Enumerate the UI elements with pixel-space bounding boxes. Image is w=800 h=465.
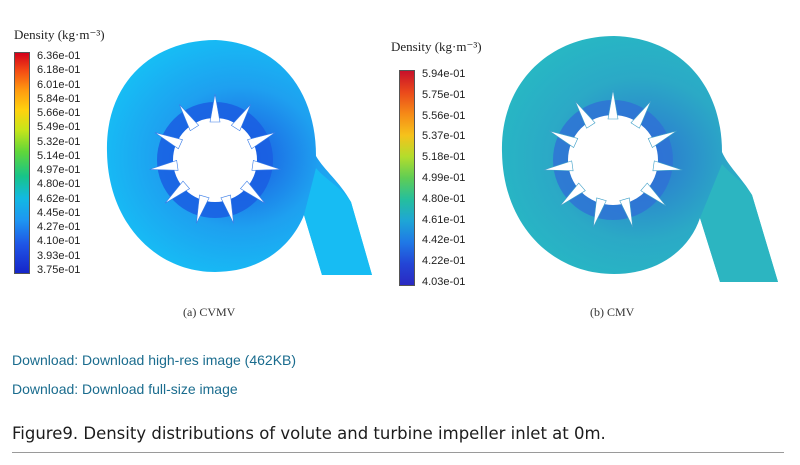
tick-label: 5.32e-01 bbox=[37, 135, 81, 148]
tick-label: 5.66e-01 bbox=[37, 107, 81, 120]
volute-a bbox=[106, 40, 372, 275]
impeller-blade bbox=[196, 194, 210, 224]
tick-label: 4.62e-01 bbox=[37, 192, 81, 205]
impeller-blade bbox=[543, 160, 574, 172]
tick-label: 6.01e-01 bbox=[37, 78, 81, 91]
impeller-blade bbox=[640, 182, 667, 207]
tick-label: 5.37e-01 bbox=[422, 130, 466, 143]
impeller-blade bbox=[647, 130, 677, 148]
tick-label: 4.80e-01 bbox=[37, 178, 81, 191]
download-full-size-link[interactable]: Download: Download full-size image bbox=[12, 381, 238, 397]
impeller-blade bbox=[592, 197, 607, 228]
tick-label: 5.56e-01 bbox=[422, 109, 466, 122]
impeller-blade bbox=[179, 104, 200, 132]
tick-label: 4.27e-01 bbox=[37, 221, 81, 234]
outlet-duct-b bbox=[700, 164, 778, 282]
tick-label: 4.99e-01 bbox=[422, 172, 466, 184]
legend-title-a: Density (kg·m⁻³) bbox=[14, 27, 105, 42]
impeller-blades-b bbox=[543, 89, 683, 228]
download-high-res-link[interactable]: Download: Download high-res image (462KB… bbox=[12, 352, 297, 368]
impeller-blade bbox=[559, 182, 586, 207]
tick-label: 5.94e-01 bbox=[422, 68, 466, 80]
impeller-blade bbox=[574, 100, 596, 129]
impeller-hub-b bbox=[568, 115, 658, 205]
tick-label: 6.36e-01 bbox=[37, 50, 81, 62]
tick-label: 4.97e-01 bbox=[37, 164, 81, 177]
impeller-blade bbox=[230, 104, 251, 132]
figure-caption: Figure9. Density distributions of volute… bbox=[12, 424, 606, 443]
density-contours bbox=[106, 36, 778, 282]
volute-b bbox=[501, 36, 778, 282]
caption-divider bbox=[12, 452, 784, 453]
colorbar-b bbox=[399, 70, 415, 286]
impeller-blade bbox=[549, 130, 579, 148]
tick-label: 3.75e-01 bbox=[37, 264, 81, 276]
subcaption-a: (a) CVMV bbox=[183, 305, 236, 319]
tick-label: 4.45e-01 bbox=[37, 206, 81, 219]
impeller-blade bbox=[607, 89, 619, 120]
tick-label: 4.42e-01 bbox=[422, 234, 466, 247]
impeller-blades-a bbox=[149, 93, 281, 224]
colorbar-a bbox=[14, 52, 30, 274]
subcaption-b: (b) CMV bbox=[590, 305, 635, 319]
legend-title-b: Density (kg·m⁻³) bbox=[391, 39, 482, 54]
tick-label: 6.18e-01 bbox=[37, 64, 81, 77]
impeller-blade bbox=[220, 194, 234, 224]
outlet-duct-a bbox=[304, 168, 372, 275]
tick-label: 4.80e-01 bbox=[422, 192, 466, 205]
impeller-blade bbox=[630, 100, 652, 129]
impeller-blade bbox=[619, 197, 634, 228]
tick-label: 5.75e-01 bbox=[422, 88, 466, 101]
impeller-blade bbox=[209, 93, 221, 123]
tick-label: 4.22e-01 bbox=[422, 255, 466, 268]
impeller-blade bbox=[149, 160, 179, 171]
impeller-blade bbox=[247, 132, 276, 150]
tick-label: 5.84e-01 bbox=[37, 92, 81, 105]
tick-label: 5.14e-01 bbox=[37, 149, 81, 162]
tick-label: 4.03e-01 bbox=[422, 276, 466, 288]
tick-label: 4.10e-01 bbox=[37, 235, 81, 248]
figure: Density (kg·m⁻³) 6.36e-01 6.18e-01 6.01e-0… bbox=[14, 27, 778, 319]
impeller-blade bbox=[154, 132, 183, 150]
impeller-hub-a bbox=[173, 118, 257, 202]
impeller-blade bbox=[164, 180, 191, 204]
impeller-blade bbox=[239, 180, 266, 204]
impeller-blade bbox=[251, 160, 281, 171]
tick-label: 4.61e-01 bbox=[422, 213, 466, 226]
tick-label: 5.18e-01 bbox=[422, 151, 466, 164]
tick-label: 3.93e-01 bbox=[37, 249, 81, 262]
tick-label: 5.49e-01 bbox=[37, 121, 81, 134]
impeller-blade bbox=[652, 160, 683, 172]
